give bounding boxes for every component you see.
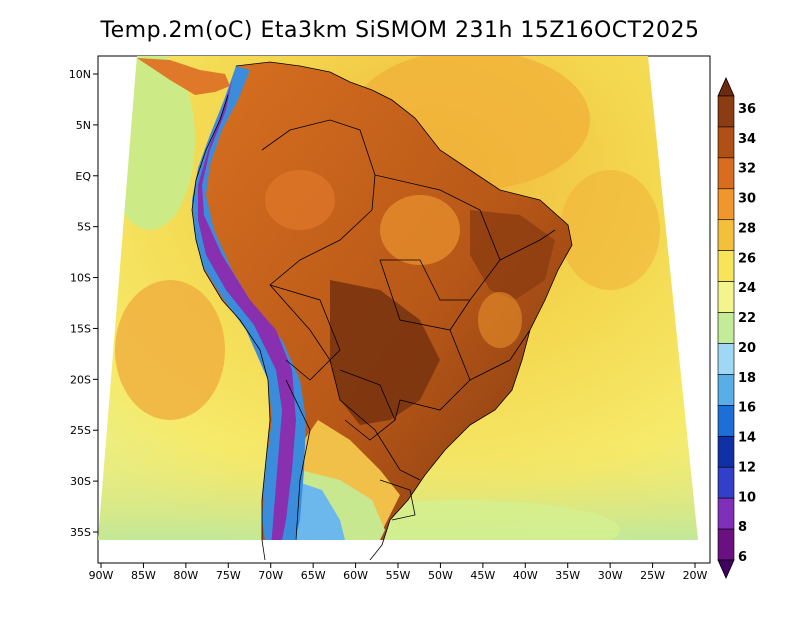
colorbar-label: 8	[738, 520, 747, 535]
patagonia-blue	[292, 480, 350, 540]
lat-tick-label: EQ	[75, 170, 91, 183]
colorbar-swatch	[717, 528, 735, 561]
colorbar-label: 26	[738, 251, 756, 266]
lon-tick-label: 45W	[470, 569, 495, 582]
argentina-border	[285, 379, 311, 541]
colorbar-label: 34	[738, 132, 756, 147]
colorbar-swatch	[717, 343, 735, 375]
colorbar-label: 36	[738, 102, 756, 117]
colorbar-swatch	[717, 312, 735, 344]
lon-tick-label: 55W	[386, 569, 411, 582]
colorbar-swatch	[717, 374, 735, 406]
lat-tick-label: 30S	[70, 475, 91, 488]
colorbar-label: 18	[738, 371, 756, 386]
andes-purple-core	[198, 80, 296, 540]
uruguay-border	[379, 479, 416, 521]
pacific-warm-patch	[115, 280, 225, 420]
lon-tick-label: 35W	[555, 569, 580, 582]
state-lines-1	[374, 174, 501, 301]
colorbar-swatch	[717, 466, 735, 499]
lon-tick-label: 65W	[301, 569, 326, 582]
lon-tick-label: 85W	[131, 569, 156, 582]
colorbar-swatch	[717, 157, 735, 190]
state-lines-4	[469, 329, 531, 381]
colorbar-label: 14	[738, 431, 756, 446]
lon-tick-label: 75W	[216, 569, 241, 582]
colorbar: 36 34 32 30 28 26 24 22 20 18 16 14 12 10 8 6	[717, 77, 756, 579]
colorbar-swatch	[717, 219, 735, 251]
lon-tick-label: 20W	[683, 569, 708, 582]
interior-warm-3	[265, 170, 335, 230]
colorbar-label: 12	[738, 460, 756, 475]
colorbar-label: 32	[738, 162, 756, 177]
colorbar-swatch	[717, 95, 735, 128]
colorbar-label: 28	[738, 221, 756, 236]
colorbar-bottom-arrow	[717, 559, 735, 579]
lon-tick-label: 50W	[428, 569, 453, 582]
lon-tick-label: 25W	[640, 569, 665, 582]
colorbar-swatch	[717, 497, 735, 530]
central-hot-zone	[330, 280, 440, 425]
west-coastline	[191, 94, 271, 561]
colorbar-label: 20	[738, 341, 756, 356]
colorbar-swatch	[717, 250, 735, 282]
map-domain	[98, 56, 698, 540]
bolivia-border	[269, 284, 341, 381]
lat-tick-label: 10S	[70, 272, 91, 285]
political-borders	[191, 61, 573, 561]
brazil-border	[261, 119, 421, 481]
atlantic-warm-patch-2	[560, 170, 660, 290]
lon-tick-label: 90W	[89, 569, 114, 582]
lat-tick-label: 10N	[69, 68, 91, 81]
colorbar-label: 10	[738, 490, 756, 505]
lon-tick-label: 40W	[513, 569, 538, 582]
lon-axis: 90W 85W 80W 75W 70W 65W 60W 55W 50W 45W 40W 35W 30W 2…	[89, 563, 708, 582]
colorbar-swatch	[717, 281, 735, 313]
lat-tick-label: 5S	[77, 221, 91, 234]
central-america	[137, 58, 230, 95]
lat-tick-label: 20S	[70, 373, 91, 386]
interior-warm-2	[478, 292, 522, 348]
interior-warm-1	[380, 195, 460, 265]
lon-tick-label: 70W	[258, 569, 283, 582]
northeast-hot-zone	[470, 210, 555, 300]
map-title: Temp.2m(oC) Eta3km SiSMOM 231h 15Z16OCT2…	[100, 18, 700, 43]
colorbar-swatch	[717, 126, 735, 159]
colorbar-label: 16	[738, 401, 756, 416]
state-lines-2	[379, 259, 471, 331]
colorbar-top-arrow	[717, 77, 735, 97]
colorbar-swatch	[717, 188, 735, 221]
state-lines-3	[394, 329, 471, 421]
lat-tick-label: 25S	[70, 424, 91, 437]
lat-tick-label: 35S	[70, 526, 91, 539]
colorbar-label: 30	[738, 192, 756, 207]
colorbar-swatch	[717, 405, 735, 437]
colorbar-label: 6	[738, 550, 747, 565]
lat-tick-label: 15S	[70, 322, 91, 335]
colorbar-label: 22	[738, 311, 756, 326]
colorbar-swatch	[717, 435, 735, 468]
state-lines-5	[499, 229, 556, 261]
colorbar-label: 24	[738, 281, 756, 296]
coastline	[235, 61, 573, 561]
lon-tick-label: 80W	[173, 569, 198, 582]
lat-axis: 10N 5N EQ 5S 10S 15S 20S 25S 30S 35S	[69, 68, 98, 539]
lon-tick-label: 60W	[343, 569, 368, 582]
lat-tick-label: 5N	[76, 119, 91, 132]
lon-tick-label: 30W	[598, 569, 623, 582]
